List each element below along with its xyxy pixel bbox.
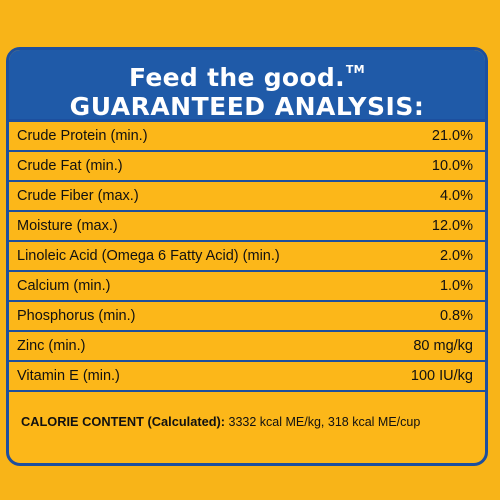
- analysis-row-linoleic-acid: Linoleic Acid (Omega 6 Fatty Acid) (min.…: [9, 242, 485, 272]
- nutrient-label: Calcium (min.): [17, 278, 111, 294]
- nutrient-value: 2.0%: [439, 248, 473, 264]
- analysis-table: Crude Protein (min.) 21.0% Crude Fat (mi…: [9, 122, 485, 392]
- nutrient-value: 80 mg/kg: [413, 338, 473, 354]
- tagline: Feed the good.TM: [129, 63, 365, 92]
- analysis-row-crude-protein: Crude Protein (min.) 21.0%: [9, 122, 485, 152]
- analysis-row-calcium: Calcium (min.) 1.0%: [9, 272, 485, 302]
- guaranteed-analysis-panel: Feed the good.TM GUARANTEED ANALYSIS: Cr…: [6, 47, 488, 466]
- analysis-row-vitamin-e: Vitamin E (min.) 100 IU/kg: [9, 362, 485, 392]
- nutrient-label: Moisture (max.): [17, 218, 118, 234]
- analysis-row-crude-fiber: Crude Fiber (max.) 4.0%: [9, 182, 485, 212]
- nutrient-label: Crude Protein (min.): [17, 128, 148, 144]
- nutrient-label: Vitamin E (min.): [17, 368, 120, 384]
- nutrient-value: 21.0%: [431, 128, 473, 144]
- analysis-row-moisture: Moisture (max.) 12.0%: [9, 212, 485, 242]
- panel-header: Feed the good.TM GUARANTEED ANALYSIS:: [9, 50, 485, 122]
- nutrient-value: 0.8%: [439, 308, 473, 324]
- nutrient-value: 100 IU/kg: [410, 368, 473, 384]
- nutrient-label: Linoleic Acid (Omega 6 Fatty Acid) (min.…: [17, 248, 280, 264]
- calorie-content-label: CALORIE CONTENT (Calculated):: [21, 414, 226, 429]
- nutrient-value: 4.0%: [439, 188, 473, 204]
- calorie-content: CALORIE CONTENT (Calculated): 3332 kcal …: [9, 392, 485, 429]
- panel-title: GUARANTEED ANALYSIS:: [69, 92, 425, 121]
- nutrient-value: 12.0%: [431, 218, 473, 234]
- nutrient-label: Crude Fat (min.): [17, 158, 123, 174]
- analysis-row-zinc: Zinc (min.) 80 mg/kg: [9, 332, 485, 362]
- nutrient-value: 1.0%: [439, 278, 473, 294]
- nutrient-value: 10.0%: [431, 158, 473, 174]
- trademark-mark: TM: [345, 63, 365, 76]
- analysis-row-crude-fat: Crude Fat (min.) 10.0%: [9, 152, 485, 182]
- analysis-row-phosphorus: Phosphorus (min.) 0.8%: [9, 302, 485, 332]
- nutrient-label: Zinc (min.): [17, 338, 86, 354]
- nutrient-label: Crude Fiber (max.): [17, 188, 139, 204]
- calorie-content-value: 3332 kcal ME/kg, 318 kcal ME/cup: [225, 415, 421, 429]
- nutrient-label: Phosphorus (min.): [17, 308, 136, 324]
